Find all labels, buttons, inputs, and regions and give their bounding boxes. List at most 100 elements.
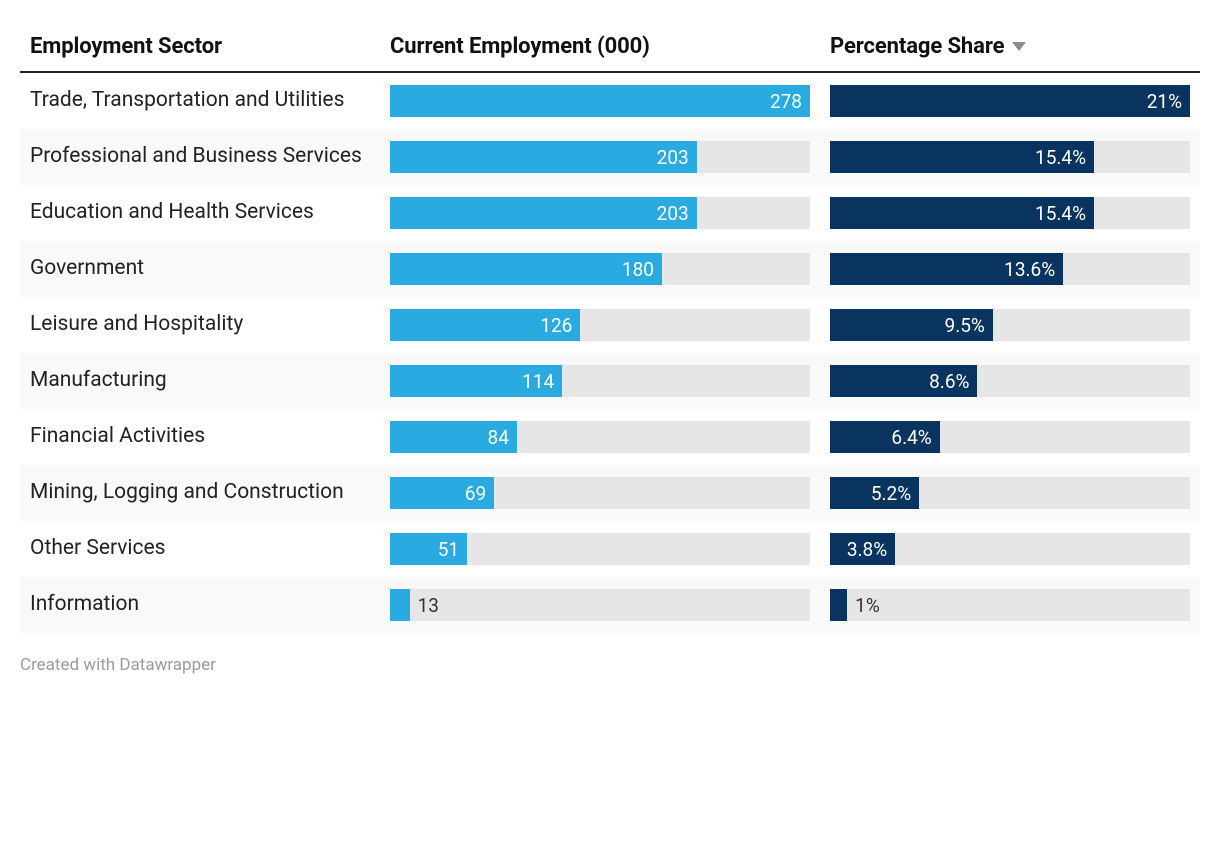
share-bar-fill: 15.4% xyxy=(830,197,1094,229)
employment-bar-cell: 203 xyxy=(380,141,820,173)
share-bar-cell: 21% xyxy=(820,85,1200,117)
employment-bar-fill: 51 xyxy=(390,533,467,565)
share-bar-value: 13.6% xyxy=(1004,253,1055,285)
employment-bar-cell: 84 xyxy=(380,421,820,453)
share-bar-cell: 15.4% xyxy=(820,197,1200,229)
employment-bar-value: 203 xyxy=(657,197,689,229)
share-bar-fill: 21% xyxy=(830,85,1190,117)
employment-bar-value: 114 xyxy=(522,365,554,397)
bar-track: 114 xyxy=(390,365,810,397)
share-bar-fill xyxy=(830,589,847,621)
bar-track: 51 xyxy=(390,533,810,565)
employment-bar-fill: 114 xyxy=(390,365,562,397)
employment-bar-fill: 203 xyxy=(390,141,697,173)
employment-bar-value: 278 xyxy=(770,85,802,117)
bar-track: 203 xyxy=(390,197,810,229)
share-bar-fill: 9.5% xyxy=(830,309,993,341)
bar-track: 180 xyxy=(390,253,810,285)
table-row: Trade, Transportation and Utilities 278 21… xyxy=(20,73,1200,129)
share-bar-cell: 5.2% xyxy=(820,477,1200,509)
share-bar-value: 6.4% xyxy=(891,421,931,453)
bar-track: 5.2% xyxy=(830,477,1190,509)
header-share-label: Percentage Share xyxy=(830,34,1004,59)
employment-bar-value: 203 xyxy=(657,141,689,173)
share-bar-value: 5.2% xyxy=(871,477,911,509)
share-bar-cell: 1% xyxy=(820,589,1200,621)
share-bar-cell: 9.5% xyxy=(820,309,1200,341)
bar-track: 8.6% xyxy=(830,365,1190,397)
employment-bar-value: 126 xyxy=(540,309,572,341)
share-bar-value: 15.4% xyxy=(1035,197,1086,229)
share-bar-fill: 5.2% xyxy=(830,477,919,509)
table-row: Financial Activities 84 6.4% xyxy=(20,409,1200,465)
employment-bar-cell: 180 xyxy=(380,253,820,285)
employment-bar-cell: 69 xyxy=(380,477,820,509)
share-bar-cell: 3.8% xyxy=(820,533,1200,565)
header-share[interactable]: Percentage Share xyxy=(820,34,1200,59)
employment-bar-value: 84 xyxy=(488,421,509,453)
employment-bar-value: 180 xyxy=(622,253,654,285)
employment-bar-cell: 278 xyxy=(380,85,820,117)
share-bar-fill: 3.8% xyxy=(830,533,895,565)
sector-label: Trade, Transportation and Utilities xyxy=(20,87,380,114)
sector-label: Other Services xyxy=(20,535,380,562)
bar-track: 3.8% xyxy=(830,533,1190,565)
employment-table: Employment Sector Current Employment (00… xyxy=(20,20,1200,675)
table-row: Education and Health Services20315.4% xyxy=(20,185,1200,241)
sector-label: Financial Activities xyxy=(20,423,380,450)
share-bar-value: 1% xyxy=(855,589,880,621)
share-bar-cell: 8.6% xyxy=(820,365,1200,397)
bar-track: 15.4% xyxy=(830,141,1190,173)
employment-bar-cell: 126 xyxy=(380,309,820,341)
employment-bar-cell: 114 xyxy=(380,365,820,397)
share-bar-value: 9.5% xyxy=(945,309,985,341)
bar-track: 6.4% xyxy=(830,421,1190,453)
header-sector[interactable]: Employment Sector xyxy=(20,34,380,59)
table-row: Other Services 51 3.8% xyxy=(20,521,1200,577)
employment-bar-fill: 203 xyxy=(390,197,697,229)
share-bar-cell: 13.6% xyxy=(820,253,1200,285)
employment-bar-fill: 126 xyxy=(390,309,580,341)
bar-track: 278 xyxy=(390,85,810,117)
share-bar-cell: 15.4% xyxy=(820,141,1200,173)
share-bar-fill: 13.6% xyxy=(830,253,1063,285)
bar-track: 69 xyxy=(390,477,810,509)
header-employment[interactable]: Current Employment (000) xyxy=(380,34,820,59)
share-bar-value: 3.8% xyxy=(847,533,887,565)
employment-bar-value: 51 xyxy=(438,533,459,565)
bar-track: 9.5% xyxy=(830,309,1190,341)
bar-track: 13.6% xyxy=(830,253,1190,285)
share-bar-value: 21% xyxy=(1147,85,1182,117)
employment-bar-cell: 13 xyxy=(380,589,820,621)
employment-bar-cell: 203 xyxy=(380,197,820,229)
share-bar-value: 15.4% xyxy=(1035,141,1086,173)
employment-bar-value: 69 xyxy=(465,477,486,509)
bar-track: 21% xyxy=(830,85,1190,117)
employment-bar-cell: 51 xyxy=(380,533,820,565)
sector-label: Manufacturing xyxy=(20,367,380,394)
sort-desc-icon xyxy=(1012,42,1026,51)
sector-label: Leisure and Hospitality xyxy=(20,311,380,338)
sector-label: Information xyxy=(20,591,380,618)
share-bar-fill: 6.4% xyxy=(830,421,940,453)
sector-label: Mining, Logging and Construction xyxy=(20,479,380,506)
sector-label: Government xyxy=(20,255,380,282)
bar-track: 126 xyxy=(390,309,810,341)
employment-bar-fill xyxy=(390,589,410,621)
bar-track: 84 xyxy=(390,421,810,453)
table-row: Government 180 13.6% xyxy=(20,241,1200,297)
sector-label: Professional and Business Services xyxy=(20,143,380,170)
table-row: Leisure and Hospitality 126 9.5% xyxy=(20,297,1200,353)
share-bar-fill: 8.6% xyxy=(830,365,977,397)
table-row: Information 13 1% xyxy=(20,577,1200,633)
share-bar-value: 8.6% xyxy=(929,365,969,397)
bar-track: 13 xyxy=(390,589,810,621)
table-header-row: Employment Sector Current Employment (00… xyxy=(20,20,1200,73)
employment-bar-value: 13 xyxy=(418,589,439,621)
bar-track: 1% xyxy=(830,589,1190,621)
table-row: Manufacturing 114 8.6% xyxy=(20,353,1200,409)
employment-bar-fill: 69 xyxy=(390,477,494,509)
employment-bar-fill: 180 xyxy=(390,253,662,285)
table-row: Professional and Business Services 203 15.… xyxy=(20,129,1200,185)
table-body: Trade, Transportation and Utilities 278 21… xyxy=(20,73,1200,633)
